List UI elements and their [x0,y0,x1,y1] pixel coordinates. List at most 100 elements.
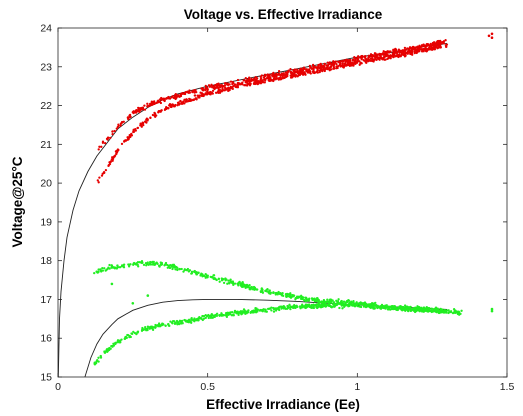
series-1-point [443,311,447,314]
series-0-point [219,84,222,87]
series-1-point [169,320,172,323]
series-1-point [424,309,428,312]
series-0-point [433,45,436,48]
series-1-point [210,313,213,316]
series-0-point [117,123,120,126]
series-0-point [162,98,165,101]
series-1-point [135,332,138,336]
series-0-point [257,79,260,83]
series-1-point [322,303,325,306]
series-1-point [227,279,230,282]
series-0-point [231,82,234,86]
series-1-point [127,334,130,337]
series-1-point [356,304,359,308]
series-1-point [97,268,100,271]
series-0-point [358,60,361,63]
series-1-point [93,362,96,365]
series-1-point [314,304,317,307]
series-0-point [207,84,211,87]
series-0-point [142,123,145,127]
y-tick-label: 16 [40,333,52,345]
series-0-point [373,52,377,55]
series-0-point [263,81,266,84]
series-1-point [409,309,412,313]
series-1-point [317,304,320,308]
series-1-point [226,282,229,285]
series-0-outlier [490,36,494,39]
series-0-point [184,100,187,103]
series-0-point [292,74,295,78]
series-0-point [101,172,104,175]
series-0-point [349,62,352,66]
series-0-point [145,118,148,121]
series-0-point [176,101,180,105]
series-0-point [195,97,198,100]
series-1-point [307,303,311,306]
series-1-point [103,350,106,353]
series-1-point [158,265,161,268]
series-1-point [208,315,211,318]
series-1-point [99,354,102,358]
series-0-point [195,90,198,94]
series-1-point [310,306,313,310]
series-1-point [119,341,122,344]
series-1-point [459,312,462,316]
series-0-point [230,86,234,89]
series-1-point [93,271,96,275]
series-0-point [126,138,129,141]
series-0-point [379,52,383,56]
series-0-point [251,78,254,82]
series-0-point [397,50,400,53]
series-1-point [269,292,272,295]
series-1-point [268,289,271,292]
series-0-point [353,56,356,59]
series-0-point [391,53,395,57]
series-0-point [188,91,191,94]
series-1-point [439,311,442,314]
series-0-point [266,73,269,76]
series-0-point [429,42,432,46]
series-1-point [339,300,343,303]
series-0-point [347,62,350,65]
series-1-point [424,307,428,310]
series-0-point [360,58,363,61]
series-0-point [110,158,113,161]
series-0-point [317,64,320,67]
series-0-point [369,57,373,60]
series-1-point [95,270,98,273]
series-0-point [180,101,183,104]
series-0-point [321,65,324,69]
y-tick-label: 23 [40,61,52,73]
series-0-point [370,54,373,57]
series-1-point [362,303,365,306]
series-1-point [404,309,407,312]
series-1-point [170,265,174,269]
series-0-point [204,84,207,88]
series-0-point [176,104,179,107]
series-0-point [299,67,303,70]
series-0-point [214,86,218,90]
series-0-point [171,103,175,106]
series-0-point [296,70,299,74]
series-1-point [327,301,330,304]
series-0-point [111,130,114,133]
series-0-point [352,64,355,67]
series-0-point [237,83,241,86]
chart-title: Voltage vs. Effective Irradiance [184,7,383,22]
axes: 0 0.5 1 1.5 15 16 17 18 19 20 21 22 23 24 [40,23,514,394]
series-0-point [311,63,315,67]
series-0-point [156,100,159,104]
series-0-point [406,47,409,50]
series-0-point [431,47,434,50]
series-0-point [275,75,278,78]
series-0-point [254,76,257,79]
series-1-point [375,305,378,308]
x-axis-label: Effective Irradiance (Ee) [206,397,360,412]
series-1-point [292,305,295,309]
series-0-point [214,91,218,94]
series-0-point [356,57,359,60]
series-1-point [354,303,357,306]
series-0-point [318,69,321,73]
series-0-point [271,78,274,82]
series-0-point [101,141,105,144]
